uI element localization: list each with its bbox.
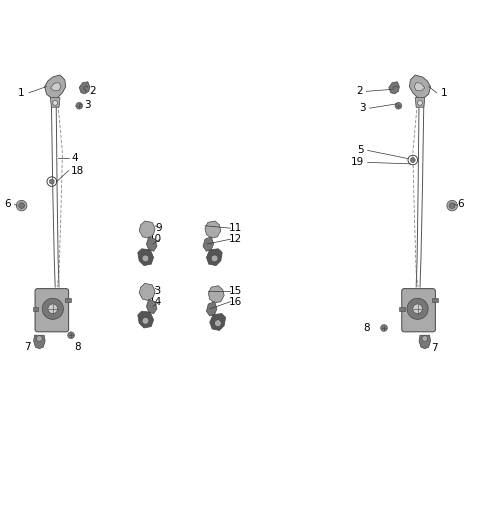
Polygon shape <box>419 335 431 349</box>
Circle shape <box>76 102 83 109</box>
Text: 6: 6 <box>4 199 11 209</box>
Polygon shape <box>50 83 61 91</box>
Polygon shape <box>146 299 157 313</box>
Polygon shape <box>389 82 399 94</box>
Circle shape <box>68 332 74 338</box>
Circle shape <box>413 304 422 313</box>
Text: 14: 14 <box>149 296 162 307</box>
Polygon shape <box>139 221 155 238</box>
Circle shape <box>410 158 415 162</box>
Circle shape <box>48 304 58 313</box>
Polygon shape <box>139 283 155 301</box>
Bar <box>33 307 38 311</box>
Polygon shape <box>50 98 60 107</box>
Polygon shape <box>210 313 226 330</box>
Polygon shape <box>415 98 425 107</box>
Circle shape <box>418 100 422 105</box>
Text: 7: 7 <box>24 342 31 352</box>
Circle shape <box>42 298 63 319</box>
Circle shape <box>215 320 221 327</box>
Polygon shape <box>208 286 224 303</box>
Text: 2: 2 <box>356 87 362 96</box>
Circle shape <box>447 200 457 211</box>
Text: 10: 10 <box>149 234 162 244</box>
Text: 9: 9 <box>156 223 162 233</box>
Circle shape <box>395 102 402 109</box>
Text: 19: 19 <box>350 157 364 167</box>
Text: 1: 1 <box>441 88 447 98</box>
Polygon shape <box>409 75 431 99</box>
Circle shape <box>49 179 54 184</box>
Text: 12: 12 <box>228 234 242 244</box>
FancyBboxPatch shape <box>35 289 69 332</box>
Text: 6: 6 <box>457 199 464 209</box>
Bar <box>65 298 71 302</box>
Text: 2: 2 <box>89 87 96 96</box>
Text: 3: 3 <box>359 103 366 113</box>
Circle shape <box>142 255 149 262</box>
Text: 8: 8 <box>74 342 81 352</box>
Polygon shape <box>206 249 222 266</box>
Circle shape <box>449 203 455 208</box>
Circle shape <box>16 200 27 211</box>
Circle shape <box>142 317 149 324</box>
Circle shape <box>19 203 24 208</box>
Polygon shape <box>206 302 217 316</box>
Text: 16: 16 <box>228 296 242 307</box>
FancyBboxPatch shape <box>402 289 435 332</box>
Polygon shape <box>79 82 90 94</box>
Text: 3: 3 <box>84 100 91 110</box>
Circle shape <box>381 325 387 331</box>
Text: 8: 8 <box>363 323 370 333</box>
Polygon shape <box>414 83 425 91</box>
Circle shape <box>422 336 428 342</box>
Circle shape <box>36 336 42 342</box>
Text: 11: 11 <box>228 223 242 233</box>
Circle shape <box>53 100 58 105</box>
Polygon shape <box>203 237 214 251</box>
Polygon shape <box>146 237 157 251</box>
Polygon shape <box>34 335 45 349</box>
Text: 5: 5 <box>357 145 364 156</box>
Text: 7: 7 <box>431 343 438 353</box>
Bar <box>399 307 405 311</box>
Text: 1: 1 <box>17 88 24 98</box>
Polygon shape <box>45 75 66 99</box>
Polygon shape <box>138 249 154 266</box>
Text: 15: 15 <box>228 286 242 295</box>
Text: 13: 13 <box>149 286 162 295</box>
Polygon shape <box>205 221 221 238</box>
Text: 4: 4 <box>71 153 78 163</box>
Bar <box>432 298 438 302</box>
Circle shape <box>211 255 218 262</box>
Text: 18: 18 <box>71 165 84 176</box>
Polygon shape <box>138 311 154 328</box>
Circle shape <box>407 298 428 319</box>
